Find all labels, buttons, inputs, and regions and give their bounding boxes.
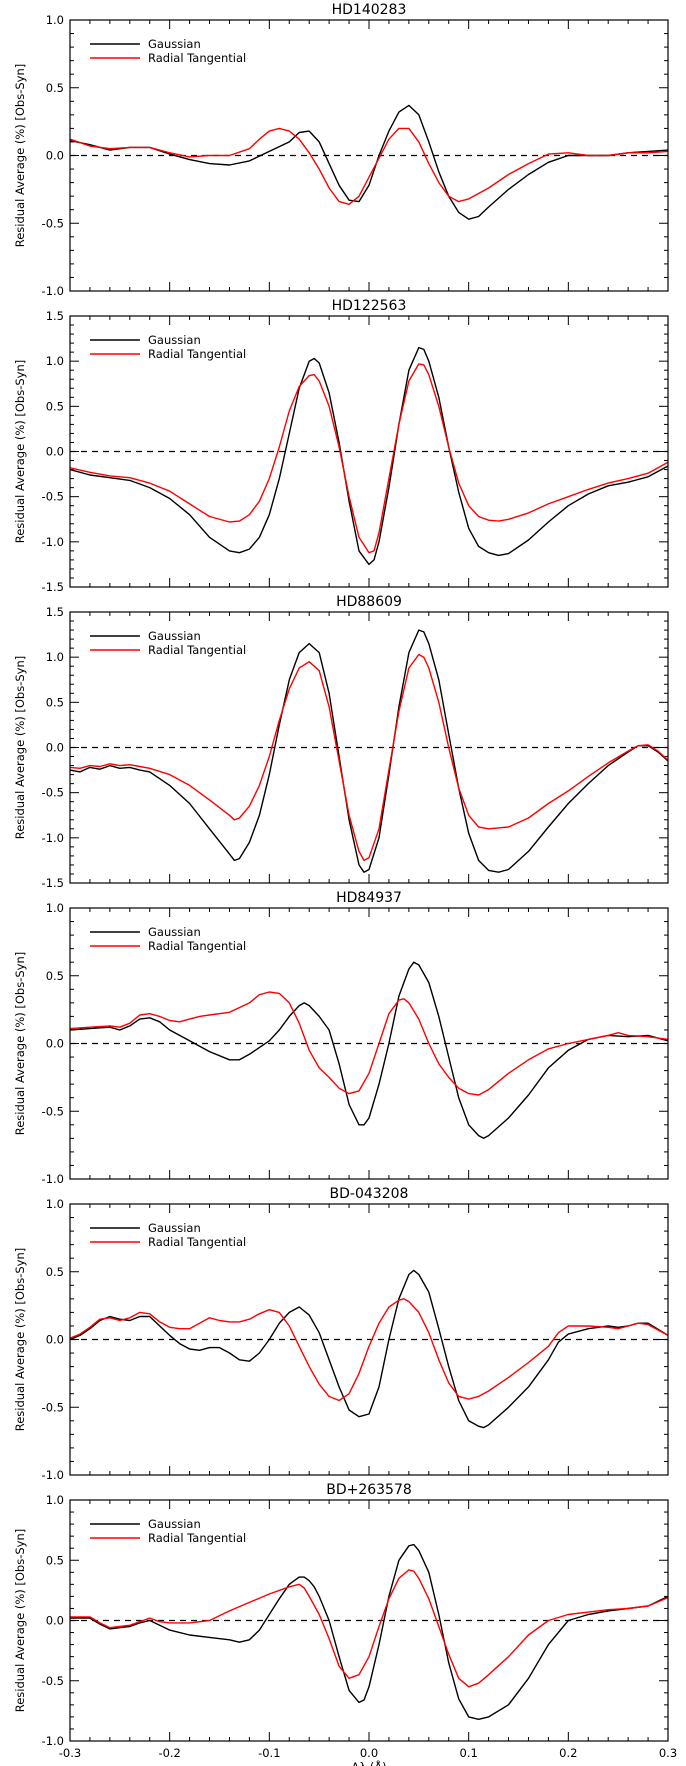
y-tick-label: 1.0 bbox=[46, 650, 64, 664]
panel-4: BD-043208 Residual Average (%) [Obs-Syn] -… bbox=[13, 1186, 669, 1482]
y-axis-label: Residual Average (%) [Obs-Syn] bbox=[13, 1248, 27, 1432]
series-line-radial-tangential bbox=[69, 653, 669, 862]
panel-1: HD122563 Residual Average (%) [Obs-Syn] -1… bbox=[13, 298, 669, 594]
legend-label: Gaussian bbox=[148, 925, 201, 939]
series-line-gaussian bbox=[69, 346, 669, 566]
legend-label: Radial Tangential bbox=[148, 939, 246, 953]
x-axis-label: Δλ (Å) bbox=[351, 1759, 386, 1766]
legend-label: Gaussian bbox=[148, 629, 201, 643]
legend-label: Radial Tangential bbox=[148, 1531, 246, 1545]
y-axis-label: Residual Average (%) [Obs-Syn] bbox=[13, 1529, 27, 1713]
series-line-radial-tangential bbox=[69, 127, 669, 205]
y-tick-label: 1.5 bbox=[46, 309, 64, 323]
series-line-gaussian bbox=[70, 1543, 669, 1720]
plot-frame bbox=[69, 1203, 669, 1476]
series-line-radial-tangential bbox=[69, 991, 669, 1096]
series-line-gaussian bbox=[69, 104, 669, 220]
legend-label: Gaussian bbox=[148, 37, 201, 51]
y-tick-label: 0.5 bbox=[46, 969, 64, 983]
panel-title: BD-043208 bbox=[330, 1186, 409, 1202]
panel-2: HD88609 Residual Average (%) [Obs-Syn] -1.… bbox=[13, 594, 669, 890]
y-tick-label: 1.0 bbox=[46, 354, 64, 368]
panel-title: HD122563 bbox=[332, 298, 407, 314]
plot-frame bbox=[69, 611, 669, 884]
legend-label: Radial Tangential bbox=[148, 1235, 246, 1249]
series-line-gaussian bbox=[69, 1269, 669, 1429]
x-tick-label: 0.2 bbox=[559, 1746, 577, 1760]
panel-title: HD88609 bbox=[336, 594, 402, 610]
plot-frame bbox=[69, 1499, 669, 1742]
y-tick-label: 0.0 bbox=[46, 445, 64, 459]
y-tick-label: 1.0 bbox=[46, 13, 64, 27]
y-tick-label: -1.0 bbox=[42, 1468, 64, 1482]
y-tick-label: 1.0 bbox=[46, 1197, 64, 1211]
y-axis-label: Residual Average (%) [Obs-Syn] bbox=[13, 64, 27, 248]
y-tick-label: 0.5 bbox=[46, 1553, 64, 1567]
plot-frame bbox=[69, 19, 669, 292]
x-tick-label: -0.2 bbox=[158, 1746, 180, 1760]
y-tick-label: -1.0 bbox=[42, 535, 64, 549]
series-line-radial-tangential bbox=[69, 363, 669, 554]
y-tick-label: -0.5 bbox=[42, 1104, 64, 1118]
legend-label: Radial Tangential bbox=[148, 643, 246, 657]
x-tick-label: 0.1 bbox=[460, 1746, 478, 1760]
y-tick-label: 0.5 bbox=[46, 1265, 64, 1279]
series-line-gaussian bbox=[69, 629, 669, 873]
y-axis-label: Residual Average (%) [Obs-Syn] bbox=[13, 656, 27, 840]
y-tick-label: -0.5 bbox=[42, 216, 64, 230]
y-tick-label: 1.0 bbox=[46, 901, 64, 915]
panel-0: HD140283 Residual Average (%) [Obs-Syn] -1… bbox=[13, 2, 669, 298]
y-tick-label: -1.0 bbox=[42, 284, 64, 298]
legend-label: Gaussian bbox=[148, 1221, 201, 1235]
y-tick-label: -1.0 bbox=[42, 1734, 64, 1748]
y-tick-label: 0.0 bbox=[46, 149, 64, 163]
y-tick-label: 0.5 bbox=[46, 399, 64, 413]
y-tick-label: 1.5 bbox=[46, 605, 64, 619]
series-line-gaussian bbox=[69, 961, 669, 1139]
y-axis-label: Residual Average (%) [Obs-Syn] bbox=[13, 952, 27, 1136]
y-tick-label: 1.0 bbox=[46, 1493, 64, 1507]
y-tick-label: -0.5 bbox=[42, 1400, 64, 1414]
x-tick-label: 0.3 bbox=[659, 1746, 677, 1760]
legend-label: Gaussian bbox=[148, 333, 201, 347]
y-tick-label: 0.0 bbox=[46, 741, 64, 755]
y-tick-label: 0.0 bbox=[46, 1614, 64, 1628]
panel-title: HD140283 bbox=[332, 2, 407, 18]
panel-3: HD84937 Residual Average (%) [Obs-Syn] -1.… bbox=[13, 890, 669, 1186]
y-tick-label: 0.0 bbox=[46, 1037, 64, 1051]
series-line-radial-tangential bbox=[69, 1298, 669, 1402]
panel-title: HD84937 bbox=[336, 890, 402, 906]
legend-label: Radial Tangential bbox=[148, 347, 246, 361]
y-tick-label: -0.5 bbox=[42, 490, 64, 504]
plot-frame bbox=[69, 315, 669, 588]
legend-label: Radial Tangential bbox=[148, 51, 246, 65]
x-tick-label: 0.0 bbox=[360, 1746, 378, 1760]
panel-5: BD+263578 Residual Average (%) [Obs-Syn] -… bbox=[13, 1482, 677, 1766]
y-tick-label: 0.5 bbox=[46, 81, 64, 95]
y-tick-label: 0.0 bbox=[46, 1333, 64, 1347]
x-tick-label: -0.1 bbox=[258, 1746, 280, 1760]
plot-frame bbox=[69, 907, 669, 1180]
y-tick-label: -1.5 bbox=[42, 876, 64, 890]
x-tick-label: -0.3 bbox=[59, 1746, 81, 1760]
y-tick-label: -1.0 bbox=[42, 1172, 64, 1186]
y-tick-label: -0.5 bbox=[42, 1674, 64, 1688]
legend-label: Gaussian bbox=[148, 1517, 201, 1531]
y-tick-label: -1.0 bbox=[42, 831, 64, 845]
y-tick-label: -0.5 bbox=[42, 786, 64, 800]
y-tick-label: 0.5 bbox=[46, 695, 64, 709]
y-tick-label: -1.5 bbox=[42, 580, 64, 594]
y-axis-label: Residual Average (%) [Obs-Syn] bbox=[13, 360, 27, 544]
panel-title: BD+263578 bbox=[326, 1482, 412, 1498]
series-line-radial-tangential bbox=[70, 1569, 669, 1688]
